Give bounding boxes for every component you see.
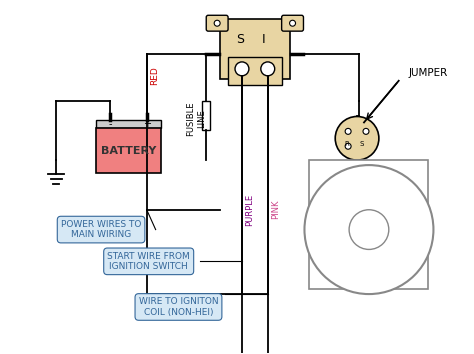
Circle shape (345, 129, 351, 134)
Bar (96, 129, 161, 173)
Circle shape (304, 165, 433, 294)
Text: S: S (236, 33, 244, 46)
Bar (220, 19, 290, 79)
Text: R: R (345, 141, 349, 147)
Text: POWER WIRES TO
MAIN WIRING: POWER WIRES TO MAIN WIRING (61, 220, 141, 239)
Text: WIRE TO IGNITON
COIL (NON-HEI): WIRE TO IGNITON COIL (NON-HEI) (139, 297, 218, 317)
Text: -: - (108, 119, 112, 130)
Circle shape (349, 210, 389, 250)
Bar (310, 160, 428, 289)
FancyBboxPatch shape (206, 15, 228, 31)
Text: RED: RED (150, 67, 159, 85)
Text: PURPLE: PURPLE (246, 194, 255, 226)
Bar (96, 120, 161, 129)
Text: START WIRE FROM
IGNITION SWITCH: START WIRE FROM IGNITION SWITCH (107, 252, 190, 271)
FancyBboxPatch shape (282, 15, 303, 31)
Text: FUSIBLE
LINE: FUSIBLE LINE (187, 101, 206, 136)
Circle shape (214, 20, 220, 26)
Bar (202, 101, 210, 130)
Text: I: I (262, 33, 265, 46)
Circle shape (363, 129, 369, 134)
Text: PINK: PINK (271, 200, 280, 219)
Text: S: S (360, 141, 364, 147)
Circle shape (235, 62, 249, 76)
Circle shape (261, 62, 275, 76)
Text: BATTERY: BATTERY (100, 146, 156, 156)
Circle shape (290, 20, 295, 26)
Circle shape (335, 116, 379, 160)
Bar (228, 57, 282, 85)
Circle shape (345, 143, 351, 149)
Text: JUMPER: JUMPER (409, 68, 448, 78)
Text: +: + (143, 119, 151, 130)
